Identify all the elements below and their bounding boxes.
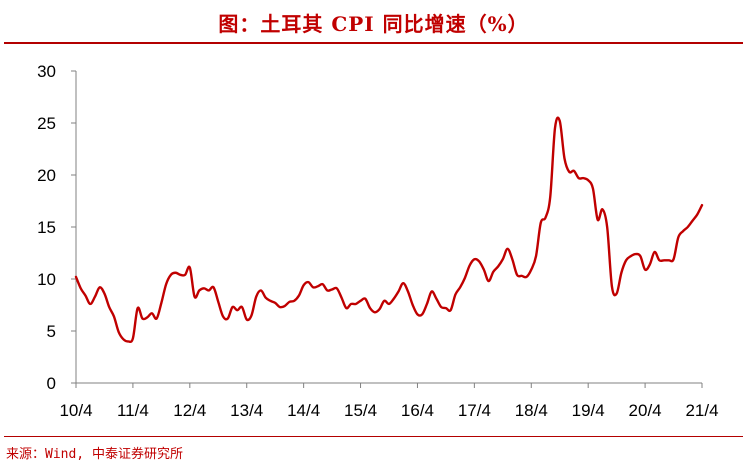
y-tick-label: 15 (37, 218, 56, 237)
y-tick-label: 0 (47, 374, 56, 393)
x-tick-label: 13/4 (230, 401, 263, 420)
x-tick-label: 16/4 (401, 401, 434, 420)
series-line-cpi (74, 116, 704, 344)
title-divider (4, 42, 743, 44)
x-tick-label: 19/4 (572, 401, 605, 420)
x-tick-label: 10/4 (59, 401, 92, 420)
y-tick-label: 20 (37, 166, 56, 185)
y-tick-label: 30 (37, 62, 56, 81)
chart-area: 0 5 10 15 20 25 30 10/4 11/4 12/4 13/4 14/4 15/4 16/4… (0, 44, 747, 436)
x-tick-label: 12/4 (173, 401, 206, 420)
x-tick-label: 20/4 (629, 401, 662, 420)
y-tick-label: 5 (47, 322, 56, 341)
chart-title: 图：土耳其 CPI 同比增速（%） (218, 12, 529, 36)
line-chart: 0 5 10 15 20 25 30 10/4 11/4 12/4 13/4 14/4 15/4 16/4… (37, 62, 718, 420)
x-tick-label: 11/4 (117, 401, 149, 420)
x-tick-label: 21/4 (685, 401, 718, 420)
footer-divider (4, 436, 743, 437)
title-bar: 图：土耳其 CPI 同比增速（%） (0, 0, 747, 44)
y-tick-label: 25 (37, 114, 56, 133)
source-note: 来源：Wind, 中泰证券研究所 (6, 447, 183, 462)
x-tick-label: 18/4 (515, 401, 548, 420)
y-tick-label: 10 (37, 270, 56, 289)
x-tick-label: 17/4 (458, 401, 491, 420)
x-tick-label: 14/4 (287, 401, 320, 420)
x-tick-label: 15/4 (344, 401, 377, 420)
